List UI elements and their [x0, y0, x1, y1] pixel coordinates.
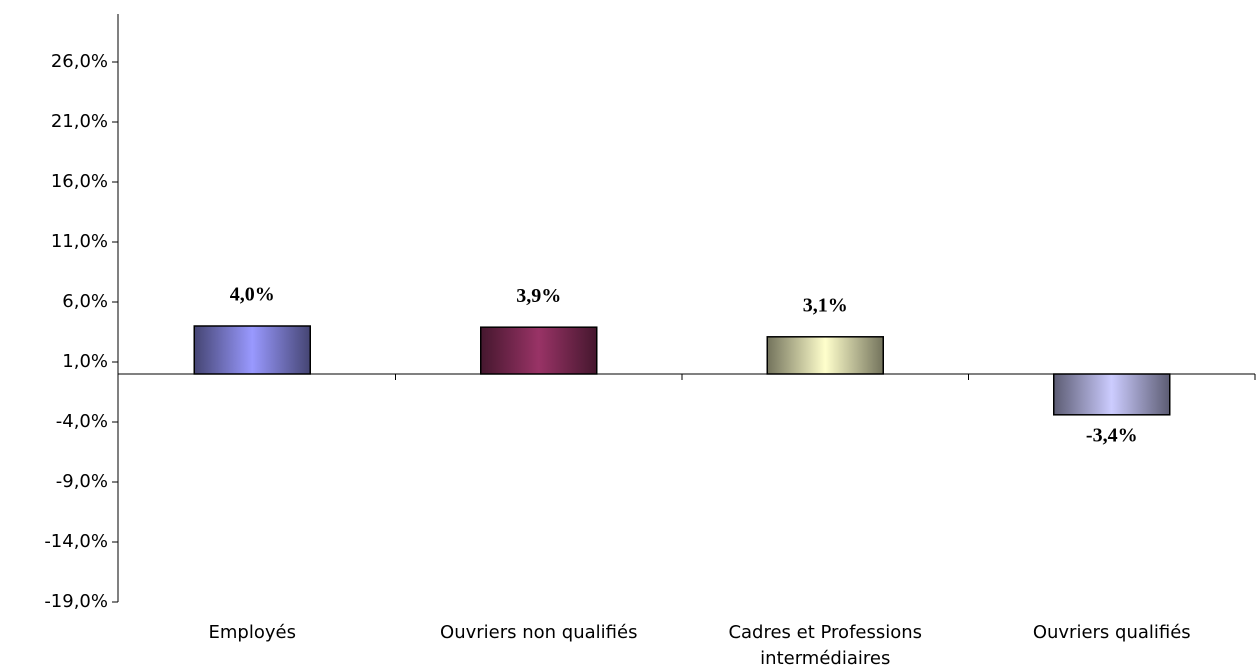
y-tick-label: 21,0% [51, 111, 108, 132]
y-tick-label: 6,0% [62, 291, 108, 312]
x-tick-label: Ouvriers qualifiés [1032, 622, 1191, 643]
value-label: 3,1% [803, 294, 848, 316]
y-tick-label: -9,0% [56, 471, 108, 492]
bar [193, 325, 311, 375]
value-label: 4,0% [230, 284, 275, 306]
bar [1053, 373, 1171, 416]
x-tick-label: Cadres et Professions intermédiaires [728, 622, 923, 668]
y-tick-label: 1,0% [62, 351, 108, 372]
x-tick-label: Employés [208, 622, 296, 643]
y-tick-label: 16,0% [51, 171, 108, 192]
value-label: 3,9% [516, 285, 561, 307]
y-tick-label: -19,0% [44, 591, 108, 612]
value-label: -3,4% [1086, 424, 1138, 446]
x-tick-label: Ouvriers non qualifiés [440, 622, 638, 643]
bar [480, 326, 598, 375]
y-tick-label: -14,0% [44, 531, 108, 552]
y-tick-label: -4,0% [56, 411, 108, 432]
y-tick-label: 26,0% [51, 51, 108, 72]
bar [766, 336, 884, 375]
y-tick-label: 11,0% [51, 231, 108, 252]
